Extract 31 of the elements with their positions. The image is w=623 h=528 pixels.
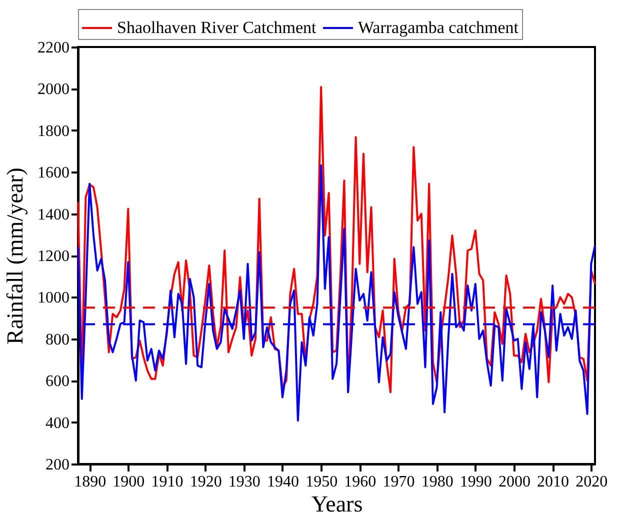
x-tick-label: 1970 (382, 474, 415, 490)
x-tick-label: 1930 (228, 474, 260, 490)
x-tick-label: 2010 (537, 474, 570, 490)
x-tick-label: 1920 (190, 474, 222, 490)
y-tick-label: 400 (46, 414, 70, 432)
y-tick-label: 1800 (38, 122, 70, 140)
y-tick-label: 1000 (38, 290, 70, 307)
x-axis-title: Years (311, 492, 363, 516)
y-tick-label: 2000 (38, 81, 70, 98)
y-tick-label: 1600 (38, 164, 70, 182)
x-tick-label: 1940 (266, 474, 299, 490)
y-tick-label: 800 (46, 331, 70, 348)
x-tick-label: 1950 (306, 474, 338, 490)
x-tick-label: 1960 (344, 474, 376, 490)
y-tick-label: 1200 (38, 248, 70, 265)
y-axis-title: Rainfall (mm/year) (2, 168, 28, 344)
x-tick-label: 1900 (112, 474, 145, 490)
x-tick-label: 2000 (498, 474, 530, 490)
x-tick-label: 1980 (421, 474, 454, 490)
x-tick-label: 1890 (74, 474, 106, 490)
x-tick-label: 1910 (151, 474, 184, 490)
y-tick-label: 2200 (38, 40, 70, 56)
y-tick-label: 1400 (38, 206, 70, 224)
y-tick-label: 200 (46, 456, 70, 474)
legend-label: Warragamba catchment (358, 18, 519, 37)
line-series (77, 164, 596, 422)
x-tick-label: 1990 (460, 474, 492, 490)
line-series (77, 86, 596, 394)
x-tick-label: 2020 (576, 474, 608, 490)
legend-label: Shaolhaven River Catchment (117, 18, 317, 37)
y-tick-label: 600 (46, 373, 70, 390)
